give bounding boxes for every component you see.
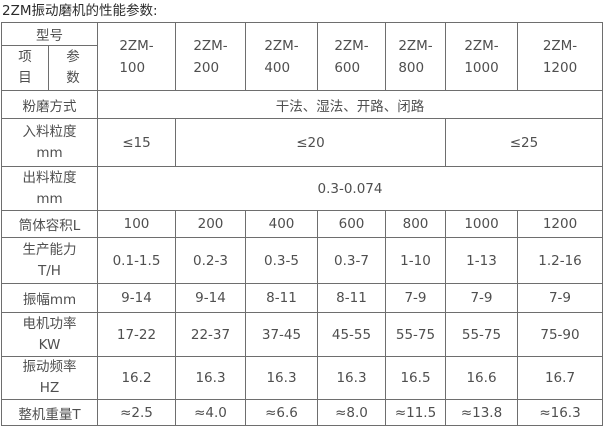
table-cell: ≤20 [175, 118, 446, 167]
table-cell: 200 [175, 210, 246, 238]
row-label: 生产能力 T/H [1, 237, 98, 284]
header-col-2zm-400: 2ZM- 400 [245, 22, 318, 91]
table-cell: 17-22 [97, 312, 176, 357]
header-row-model: 型号 2ZM- 100 2ZM- 200 2ZM- 400 2ZM- 600 2… [1, 22, 603, 91]
table-cell: 16.5 [385, 356, 446, 400]
table-cell: ≈16.3 [517, 399, 603, 426]
table-cell: 16.3 [317, 356, 386, 400]
table-row-vibration-frequency: 振动频率 HZ 16.2 16.3 16.3 16.3 16.5 16.6 16… [1, 356, 603, 400]
table-cell: 55-75 [385, 312, 446, 357]
table-cell: 100 [97, 210, 176, 238]
header-col-2zm-200: 2ZM- 200 [175, 22, 246, 91]
table-row-discharge-size: 出料粒度 mm 0.3-0.074 [1, 166, 603, 211]
model-text: 2ZM- 600 [334, 37, 369, 76]
table-cell: 0.1-1.5 [97, 237, 176, 284]
model-text: 2ZM- 100 [119, 37, 154, 76]
table-cell: 0.3-7 [317, 237, 386, 284]
header-corner-item: 项 目 [1, 45, 49, 91]
table-cell: 1200 [517, 210, 603, 238]
row-label: 电机功率 KW [1, 312, 98, 357]
table-cell: 0.2-3 [175, 237, 246, 284]
table-cell: 16.6 [445, 356, 518, 400]
table-cell: 8-11 [245, 283, 318, 313]
table-cell: 16.3 [175, 356, 246, 400]
table-cell: 干法、湿法、开路、闭路 [97, 90, 603, 119]
model-text: 2ZM- 800 [398, 37, 433, 76]
header-col-2zm-800: 2ZM- 800 [385, 22, 446, 91]
table-cell: 8-11 [317, 283, 386, 313]
header-corner-param: 参 数 [48, 45, 98, 91]
table-cell: 400 [245, 210, 318, 238]
row-label: 整机重量T [1, 399, 98, 426]
table-cell: 9-14 [175, 283, 246, 313]
table-cell: 0.3-5 [245, 237, 318, 284]
header-col-2zm-600: 2ZM- 600 [317, 22, 386, 91]
row-label: 振动频率 HZ [1, 356, 98, 400]
model-text: 2ZM- 1200 [542, 37, 578, 76]
table-cell: ≈13.8 [445, 399, 518, 426]
table-cell: ≈8.0 [317, 399, 386, 426]
table-cell: 1-13 [445, 237, 518, 284]
header-col-2zm-100: 2ZM- 100 [97, 22, 176, 91]
table-cell: ≤25 [445, 118, 603, 167]
table-cell: 7-9 [385, 283, 446, 313]
table-cell: 16.2 [97, 356, 176, 400]
table-cell: ≤15 [97, 118, 176, 167]
table-cell: ≈6.6 [245, 399, 318, 426]
table-cell: 1.2-16 [517, 237, 603, 284]
table-cell: 1-10 [385, 237, 446, 284]
header-corner-model: 型号 [1, 22, 98, 46]
page-title: 2ZM振动磨机的性能参数: [2, 3, 158, 19]
table-cell: 1000 [445, 210, 518, 238]
row-label: 振幅mm [1, 283, 98, 313]
table-cell: 600 [317, 210, 386, 238]
header-row-item-param: 项 目 参 数 [1, 45, 603, 91]
table-cell: 7-9 [517, 283, 603, 313]
row-label: 入料粒度 mm [1, 118, 98, 167]
table-cell: ≈11.5 [385, 399, 446, 426]
table-cell: 55-75 [445, 312, 518, 357]
table-cell: 800 [385, 210, 446, 238]
table-row-grinding-method: 粉磨方式 干法、湿法、开路、闭路 [1, 90, 603, 119]
table-cell: 37-45 [245, 312, 318, 357]
table-cell: 0.3-0.074 [97, 166, 603, 211]
table-row-capacity: 生产能力 T/H 0.1-1.5 0.2-3 0.3-5 0.3-7 1-10 … [1, 237, 603, 284]
table-cell: 45-55 [317, 312, 386, 357]
table-cell: 7-9 [445, 283, 518, 313]
model-text: 2ZM- 200 [193, 37, 228, 76]
model-text: 2ZM- 1000 [464, 37, 499, 76]
table-row-cylinder-volume: 筒体容积L 100 200 400 600 800 1000 1200 [1, 210, 603, 238]
row-label: 出料粒度 mm [1, 166, 98, 211]
spec-table: 型号 2ZM- 100 2ZM- 200 2ZM- 400 2ZM- 600 2… [1, 22, 603, 426]
table-row-amplitude: 振幅mm 9-14 9-14 8-11 8-11 7-9 7-9 7-9 [1, 283, 603, 313]
table-cell: 75-90 [517, 312, 603, 357]
table-cell: 16.3 [245, 356, 318, 400]
model-text: 2ZM- 400 [264, 37, 299, 76]
table-row-machine-weight: 整机重量T ≈2.5 ≈4.0 ≈6.6 ≈8.0 ≈11.5 ≈13.8 ≈1… [1, 399, 603, 426]
header-col-2zm-1200: 2ZM- 1200 [517, 22, 603, 91]
row-label: 粉磨方式 [1, 90, 98, 119]
table-cell: 22-37 [175, 312, 246, 357]
row-label: 筒体容积L [1, 210, 98, 238]
header-col-2zm-1000: 2ZM- 1000 [445, 22, 518, 91]
table-cell: 9-14 [97, 283, 176, 313]
table-row-feed-size: 入料粒度 mm ≤15 ≤20 ≤25 [1, 118, 603, 167]
table-row-motor-power: 电机功率 KW 17-22 22-37 37-45 45-55 55-75 55… [1, 312, 603, 357]
table-cell: 16.7 [517, 356, 603, 400]
table-cell: ≈2.5 [97, 399, 176, 426]
table-cell: ≈4.0 [175, 399, 246, 426]
